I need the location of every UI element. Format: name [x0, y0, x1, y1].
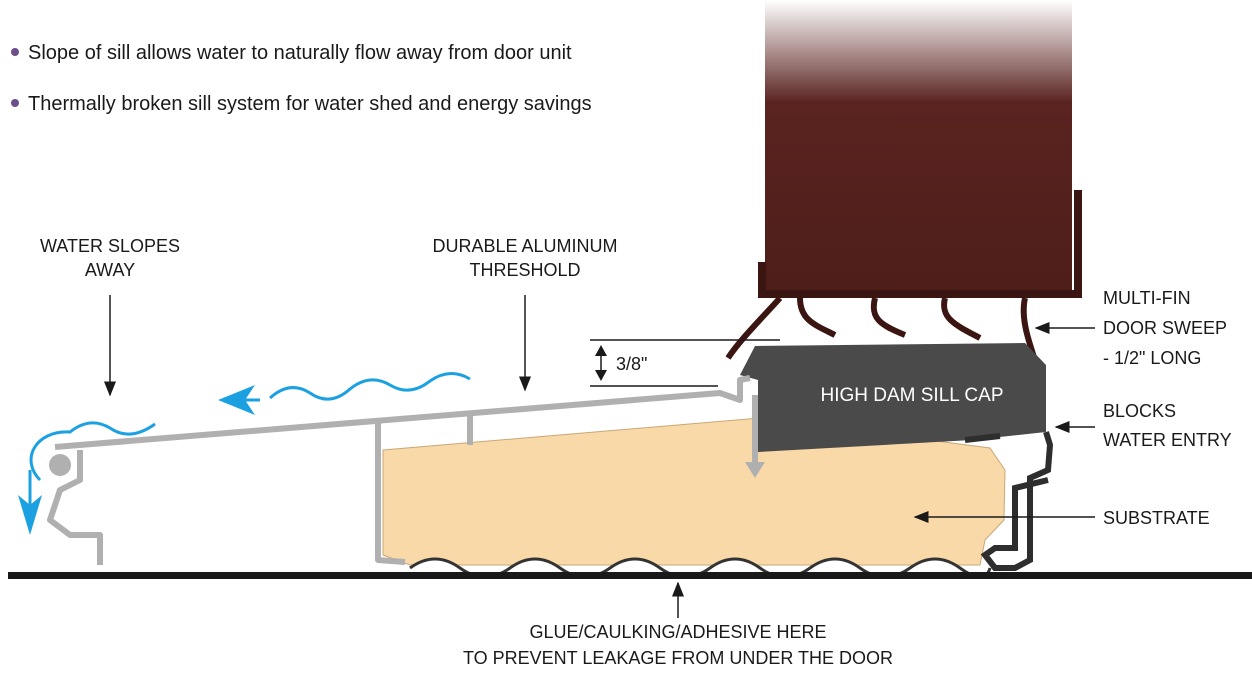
callout-label: TO PREVENT LEAKAGE FROM UNDER THE DOOR	[463, 648, 893, 668]
door	[765, 0, 1072, 292]
dimension-label: 3/8"	[616, 354, 647, 374]
floor	[8, 572, 1252, 579]
callout-label: - 1/2" LONG	[1103, 348, 1201, 368]
bullet: Thermally broken sill system for water s…	[28, 93, 592, 115]
water-wave	[270, 373, 470, 399]
callout-label: DURABLE ALUMINUM	[432, 236, 617, 256]
callout-label: BLOCKS	[1103, 401, 1176, 421]
callout-label: MULTI-FIN	[1103, 288, 1191, 308]
callout-label: AWAY	[85, 260, 135, 280]
callout-label: DOOR SWEEP	[1103, 318, 1227, 338]
callout-label: WATER SLOPES	[40, 236, 180, 256]
sill-cap-label: HIGH DAM SILL CAP	[820, 385, 1003, 406]
bullet-dot	[11, 99, 19, 107]
bullet: Slope of sill allows water to naturally …	[28, 42, 572, 64]
threshold-bulb	[49, 454, 71, 476]
callout-label: GLUE/CAULKING/ADHESIVE HERE	[529, 622, 826, 642]
diagram: Slope of sill allows water to naturally …	[0, 0, 1252, 679]
water-wave	[31, 423, 155, 480]
sill-profile	[965, 436, 1000, 440]
callout-label: SUBSTRATE	[1103, 508, 1210, 528]
callout-label: THRESHOLD	[469, 260, 580, 280]
bullet-dot	[11, 48, 19, 56]
callout-label: WATER ENTRY	[1103, 430, 1232, 450]
